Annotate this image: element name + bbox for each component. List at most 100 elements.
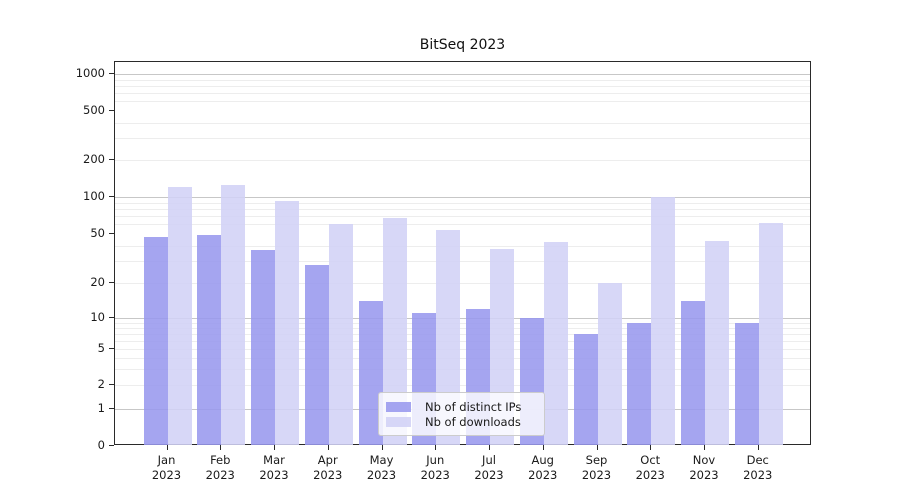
y-tick-mark [109,444,114,446]
y-gridline-minor [115,333,810,335]
y-tick-label: 500 [83,103,105,117]
y-gridline-minor [115,385,810,386]
y-gridline-minor [115,340,810,342]
x-tick-mark [381,445,383,450]
y-tick-label: 1000 [75,66,105,80]
legend-label: Nb of distinct IPs [425,400,522,414]
x-tick-label: Jul 2023 [457,453,521,483]
x-tick-year: 2023 [420,468,450,482]
bar-distinct-ips-oct [627,322,652,445]
y-gridline-minor [115,160,810,161]
x-tick-label: Sep 2023 [565,453,629,483]
x-tick-mark [704,445,705,450]
x-tick-mark [757,445,759,450]
x-tick-year: 2023 [635,468,665,482]
x-tick-year: 2023 [474,468,504,482]
y-gridline-minor [115,327,810,329]
x-tick-year: 2023 [689,468,719,482]
x-tick-label: Jun 2023 [403,453,467,483]
bar-downloads-nov [705,240,729,445]
x-tick-mark [274,445,275,450]
x-tick-month: Aug [531,453,554,467]
x-tick-year: 2023 [528,468,558,482]
y-gridline-minor [115,101,810,103]
x-tick-month: Nov [692,453,716,467]
x-tick-month: Feb [210,453,231,467]
y-tick-mark [109,233,114,234]
bar-distinct-ips-mar [251,250,275,445]
y-tick-mark [109,348,114,349]
y-gridline-minor [115,202,810,204]
x-tick-month: Dec [746,453,769,467]
y-gridline-minor [115,349,810,350]
y-gridline-minor [115,85,810,87]
y-gridline-major [115,318,810,319]
bar-distinct-ips-nov [681,301,705,445]
legend-swatch-downloads [386,417,411,427]
y-tick-mark [109,196,114,197]
y-gridline-major [115,197,810,198]
x-tick-label: Jan 2023 [135,453,199,483]
y-gridline-minor [115,322,810,324]
y-gridline-minor [115,245,810,247]
bar-downloads-jan [167,187,192,445]
x-tick-month: Oct [640,453,661,467]
bar-downloads-sep [597,283,622,445]
y-gridline-minor [115,216,810,218]
x-tick-mark [596,445,598,450]
bar-downloads-dec [758,222,783,445]
y-tick-label: 0 [97,437,105,452]
bar-downloads-feb [221,185,246,445]
y-gridline-minor [115,369,810,371]
x-tick-year: 2023 [366,468,397,482]
x-tick-month: Sep [585,453,608,467]
bar-downloads-aug [543,242,568,445]
y-tick-mark [109,384,114,385]
y-gridline-minor [115,122,810,124]
y-tick-mark [109,159,114,160]
x-tick-year: 2023 [581,468,612,482]
x-tick-year: 2023 [205,468,235,482]
x-tick-label: Dec 2023 [726,453,790,483]
y-tick-mark [109,408,114,409]
y-gridline-minor [115,261,810,263]
chart-title: BitSeq 2023 [419,37,506,53]
x-tick-mark [435,445,437,450]
x-tick-label: Feb 2023 [188,453,252,483]
x-tick-year: 2023 [743,468,773,482]
bar-distinct-ips-feb [197,235,222,445]
bar-downloads-apr [328,224,353,445]
x-tick-year: 2023 [259,468,289,482]
x-tick-year: 2023 [313,468,343,482]
y-gridline-minor [115,283,810,284]
y-tick-label: 50 [90,226,105,240]
y-gridline-minor [115,208,810,210]
y-tick-label: 1 [97,401,105,415]
y-tick-mark [109,110,114,111]
x-tick-label: Mar 2023 [242,453,306,483]
y-gridline-minor [115,138,810,140]
bar-distinct-ips-sep [573,333,598,445]
y-tick-mark [109,317,114,318]
y-tick-label: 200 [83,152,105,166]
x-tick-label: May 2023 [350,453,414,483]
x-tick-label: Oct 2023 [618,453,682,483]
bar-distinct-ips-dec [734,322,759,445]
x-tick-year: 2023 [151,468,182,482]
y-gridline-minor [115,224,810,226]
bar-downloads-oct [651,197,676,445]
y-tick-label: 5 [97,341,105,355]
legend-label: Nb of downloads [425,415,521,429]
x-tick-mark [542,445,544,450]
y-tick-label: 20 [90,275,105,289]
y-tick-label: 2 [97,377,105,391]
legend: Nb of distinct IPs Nb of downloads [378,392,545,436]
x-tick-month: Mar [263,453,285,467]
x-tick-label: Apr 2023 [296,453,360,483]
y-tick-mark [109,73,114,74]
y-gridline-minor [115,357,810,359]
y-gridline-minor [115,93,810,95]
x-tick-label: Nov 2023 [672,453,736,483]
y-tick-label: 100 [83,189,105,203]
